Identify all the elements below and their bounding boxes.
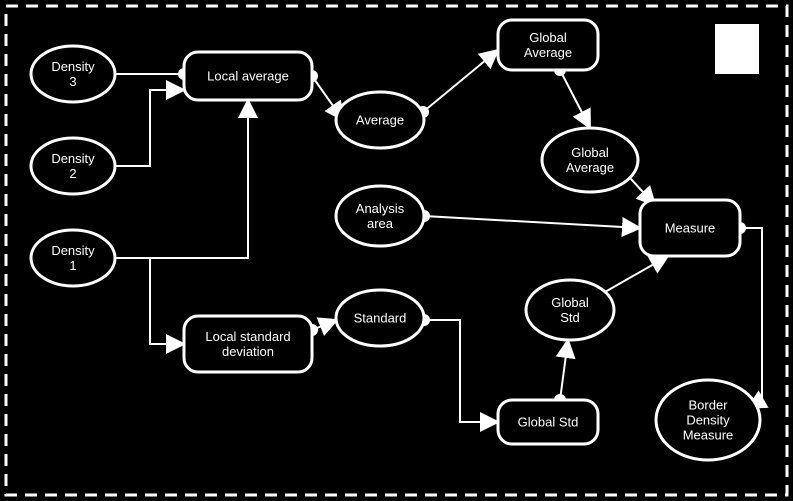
label-gavg_r: Average	[524, 45, 572, 60]
label-analysis: Analysis	[356, 201, 405, 216]
label-local_std: deviation	[222, 344, 274, 359]
label-standard: Standard	[354, 311, 407, 326]
edge-d1-local_std	[150, 258, 184, 344]
label-gavg_r: Global	[529, 30, 567, 45]
label-d3: Density	[51, 59, 95, 74]
label-local_std: Local standard	[205, 329, 290, 344]
label-result: Density	[686, 413, 730, 428]
edge-average-gavg_r	[423, 50, 498, 112]
label-gstd_e: Std	[560, 310, 580, 325]
edge-standard-gstd_r	[424, 320, 498, 422]
label-d1: 1	[69, 258, 76, 273]
label-d2: 2	[69, 166, 76, 181]
edge-measure-result	[740, 228, 762, 408]
edge-gstd_e-measure	[605, 256, 668, 292]
edge-d1-local_avg	[115, 100, 248, 258]
label-d3: 3	[69, 74, 76, 89]
label-d2: Density	[51, 151, 95, 166]
label-local_avg: Local average	[207, 69, 289, 84]
edge-d2-local_avg	[115, 90, 184, 166]
label-measure: Measure	[665, 221, 716, 236]
label-gavg_e: Global	[571, 145, 609, 160]
label-analysis: area	[367, 216, 394, 231]
label-gstd_e: Global	[551, 295, 589, 310]
edge-gstd_r-gstd_e	[560, 340, 568, 400]
label-result: Border	[688, 398, 728, 413]
label-gavg_e: Average	[566, 160, 614, 175]
edge-analysis-measure	[424, 216, 640, 228]
label-result: Measure	[683, 428, 734, 443]
label-average: Average	[356, 113, 404, 128]
nodes-layer: Density3Density2Density1Local averageLoc…	[31, 20, 760, 460]
label-gstd_r: Global Std	[518, 415, 579, 430]
label-d1: Density	[51, 243, 95, 258]
decoration-box	[715, 24, 759, 74]
edge-gavg_r-gavg_e	[560, 70, 590, 128]
